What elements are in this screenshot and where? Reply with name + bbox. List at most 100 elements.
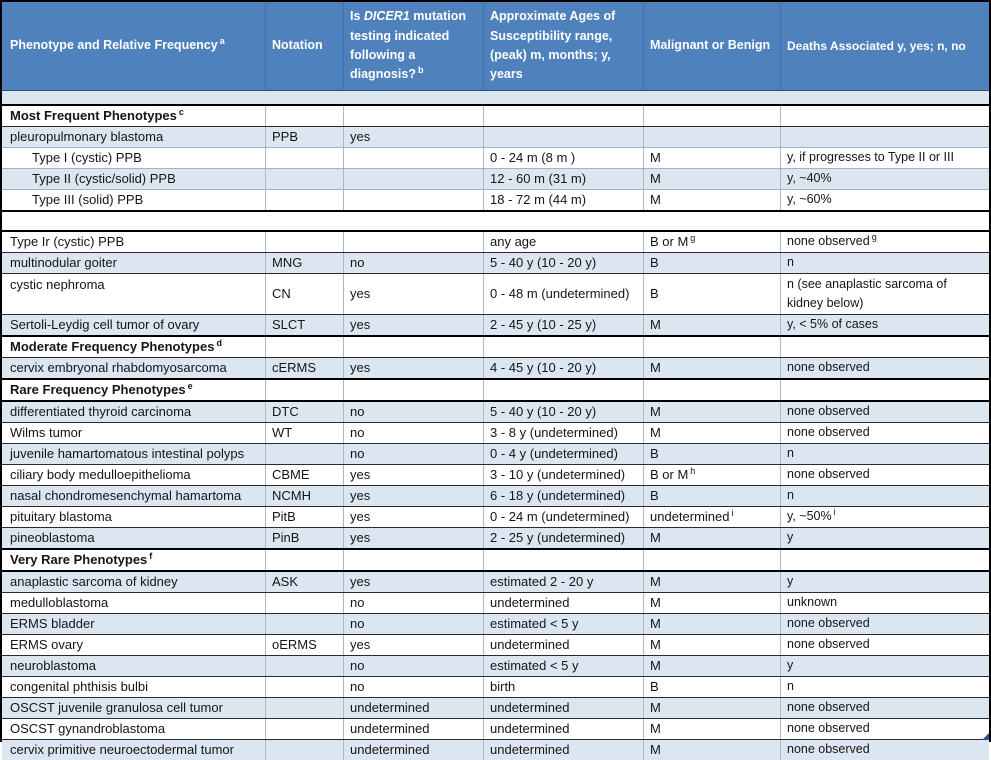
cell-notation [265, 380, 343, 400]
cell-text: pleuropulmonary blastoma [10, 128, 164, 144]
cell-text: y [787, 574, 794, 589]
cell-text: 3 - 8 y (undetermined) [490, 424, 618, 440]
cell-text: M [650, 316, 661, 332]
cell-ages: 4 - 45 y (10 - 20 y) [483, 358, 643, 378]
cell-notation [265, 593, 343, 613]
footnote-marker: c [178, 106, 184, 117]
cell-text: 5 - 40 y (10 - 20 y) [490, 403, 597, 419]
cell-text: y [787, 530, 794, 545]
cell-text: none observed [787, 700, 870, 715]
table-row: Sertoli-Leydig cell tumor of ovary SLCT ye… [2, 314, 989, 335]
cell-ages [483, 337, 643, 357]
cell-text: yes [350, 316, 371, 332]
cell-text: no [350, 445, 365, 461]
cell-text: undetermined [350, 699, 430, 715]
cell-ages: 6 - 18 y (undetermined) [483, 486, 643, 506]
cell-text: yes [350, 128, 371, 144]
footnote-marker: b [417, 65, 424, 76]
cell-text: PPB [272, 128, 299, 144]
cell-ages [483, 106, 643, 126]
cell-text: n (see anaplastic sarcoma of kidney belo… [787, 277, 947, 310]
cell-text: nasal chondromesenchymal hamartoma [10, 487, 242, 503]
cell-notation: SLCT [265, 315, 343, 335]
cell-text: Moderate Frequency Phenotypes [10, 338, 215, 354]
cell-malignant [643, 380, 780, 400]
cell-testing: yes [343, 486, 483, 506]
cell-notation [265, 169, 343, 189]
cell-testing: no [343, 423, 483, 443]
cell-text: y, < 5% of cases [787, 317, 879, 332]
cell-ages [483, 550, 643, 570]
header-testing-rest: mutation testing indicated following a d… [350, 9, 466, 82]
cell-text: none observed [787, 425, 870, 440]
cell-text: M [650, 594, 661, 610]
cell-text: 3 - 10 y (undetermined) [490, 466, 626, 482]
cell-text: Type III (solid) PPB [32, 191, 144, 207]
cell-text: no [350, 254, 365, 270]
cell-ages: undetermined [483, 635, 643, 655]
cell-ages: 0 - 4 y (undetermined) [483, 444, 643, 464]
cell-text: cystic nephroma [10, 277, 105, 292]
cell-notation [265, 337, 343, 357]
cell-text: none observed [787, 467, 870, 482]
cell-phenotype: neuroblastoma [2, 656, 265, 676]
cell-text: multinodular goiter [10, 254, 117, 270]
cell-text: y, if progresses to Type II or III [787, 150, 954, 165]
cell-text: MNG [272, 254, 303, 270]
cell-notation: CN [265, 274, 343, 314]
cell-deaths: y [780, 656, 989, 676]
cell-text: no [350, 424, 365, 440]
cell-malignant: B [643, 253, 780, 273]
cell-malignant: B [643, 677, 780, 697]
cell-text: undetermined [490, 636, 570, 652]
cell-text: no [350, 615, 365, 631]
cell-testing [343, 190, 483, 210]
cell-notation [265, 148, 343, 168]
cell-malignant: B [643, 274, 780, 314]
cell-text: pineoblastoma [10, 529, 95, 545]
cell-malignant [643, 127, 780, 147]
cell-notation: cERMS [265, 358, 343, 378]
cell-text: M [650, 191, 661, 207]
cell-notation: MNG [265, 253, 343, 273]
cell-text: no [350, 594, 365, 610]
cell-malignant: M [643, 423, 780, 443]
cell-text: M [650, 699, 661, 715]
cell-malignant: M [643, 698, 780, 718]
cell-malignant: M [643, 740, 780, 760]
cell-phenotype: cervix embryonal rhabdomyosarcoma [2, 358, 265, 378]
cell-malignant: undetermined i [643, 507, 780, 527]
cell-text: y, ~60% [787, 192, 832, 207]
cell-malignant: M [643, 358, 780, 378]
cell-text: no [350, 678, 365, 694]
table-row: pineoblastoma PinB yes 2 - 25 y (undetermin… [2, 527, 989, 548]
footnote-marker: a [219, 36, 225, 47]
cell-phenotype: ciliary body medulloepithelioma [2, 465, 265, 485]
cell-text: undetermined [490, 699, 570, 715]
cell-text: CBME [272, 466, 310, 482]
cell-ages: 5 - 40 y (10 - 20 y) [483, 253, 643, 273]
cell-malignant: M [643, 169, 780, 189]
cell-text: juvenile hamartomatous intestinal polyps [10, 445, 245, 461]
cell-text: undetermined [490, 720, 570, 736]
table-row: differentiated thyroid carcinoma DTC no 5 -… [2, 400, 989, 422]
cell-text: yes [350, 636, 371, 652]
cell-notation [265, 444, 343, 464]
cell-ages: undetermined [483, 719, 643, 739]
cell-text: 0 - 4 y (undetermined) [490, 445, 618, 461]
cell-notation [265, 106, 343, 126]
table-row: juvenile hamartomatous intestinal polyps… [2, 443, 989, 464]
cell-testing [343, 337, 483, 357]
resize-handle-icon[interactable] [982, 733, 989, 740]
cell-notation: PPB [265, 127, 343, 147]
cell-testing [343, 148, 483, 168]
footnote-marker: h [690, 465, 696, 476]
cell-ages: 0 - 48 m (undetermined) [483, 274, 643, 314]
cell-notation [265, 698, 343, 718]
cell-phenotype: Type III (solid) PPB [2, 190, 265, 210]
cell-phenotype: cystic nephroma [2, 274, 265, 314]
